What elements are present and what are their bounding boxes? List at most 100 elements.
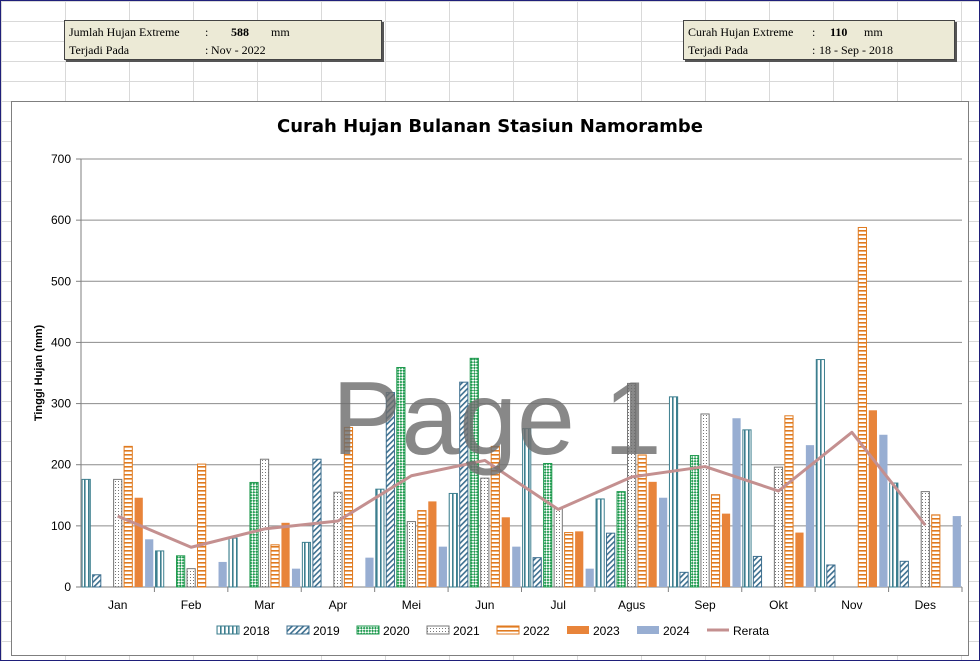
- x-tick-label: Jun: [475, 598, 494, 612]
- bar: [438, 546, 447, 587]
- legend-label: 2023: [593, 624, 620, 638]
- bar: [428, 501, 437, 587]
- bar: [637, 454, 647, 588]
- chart-title: Curah Hujan Bulanan Stasiun Namorambe: [277, 116, 703, 137]
- bar: [879, 434, 888, 587]
- bar: [595, 498, 605, 588]
- occurred-date: 18 - Sep - 2018: [819, 43, 893, 57]
- bar: [805, 445, 815, 587]
- bar: [931, 514, 941, 588]
- bar: [480, 477, 490, 588]
- extreme-total-label: Jumlah Hujan Extreme: [69, 25, 180, 39]
- y-tick-label: 0: [64, 580, 71, 594]
- legend-swatch: [286, 625, 310, 635]
- y-tick-label: 400: [51, 335, 71, 349]
- separator: :: [812, 25, 816, 39]
- extreme-daily-value: 110: [830, 25, 848, 39]
- bar: [197, 463, 207, 588]
- extreme-daily-unit: mm: [864, 25, 883, 39]
- bar: [459, 381, 469, 588]
- legend-label: 2021: [453, 624, 480, 638]
- legend-swatch: [567, 626, 589, 634]
- x-tick-label: Nov: [841, 598, 862, 612]
- bar: [700, 413, 710, 588]
- bar: [113, 478, 123, 588]
- y-tick-label: 100: [51, 519, 71, 533]
- legend-label: Rerata: [733, 624, 769, 638]
- separator: :: [812, 43, 816, 57]
- bar: [627, 382, 637, 588]
- bar: [795, 532, 804, 587]
- bar: [333, 491, 343, 588]
- bar: [553, 508, 563, 588]
- legend-swatch: [637, 626, 659, 634]
- bar: [343, 426, 354, 588]
- bar: [81, 478, 91, 588]
- legend-swatch: [496, 625, 520, 635]
- bar: [585, 568, 594, 587]
- extreme-total-unit: mm: [271, 25, 290, 39]
- bar: [952, 516, 961, 587]
- legend-swatch: [426, 625, 450, 635]
- legend-label: 2022: [523, 624, 550, 638]
- bar: [679, 571, 689, 588]
- separator: :: [205, 43, 209, 57]
- x-tick-label: Jul: [551, 598, 566, 612]
- bar: [616, 491, 626, 588]
- x-tick-label: Okt: [769, 598, 788, 612]
- bar: [543, 462, 553, 588]
- extreme-daily-info-box: Curah Hujan Extreme : 110 mm Terjadi Pad…: [683, 20, 955, 60]
- x-tick-label: Feb: [181, 598, 202, 612]
- gridlines: [81, 158, 962, 588]
- bar: [281, 522, 290, 587]
- extreme-rain-info-box: Jumlah Hujan Extreme : 588 mm Terjadi Pa…: [64, 20, 382, 60]
- bar: [742, 429, 752, 588]
- x-tick-label: Des: [915, 598, 936, 612]
- bar: [396, 366, 406, 588]
- occurred-date: Nov - 2022: [211, 43, 266, 57]
- bar: [291, 568, 301, 587]
- x-tick-label: Agus: [618, 598, 645, 612]
- y-tick-label: 700: [51, 152, 71, 166]
- x-tick-label: Mei: [402, 598, 421, 612]
- legend-swatch: [216, 625, 240, 635]
- bar: [270, 544, 280, 588]
- x-tick-label: Jan: [108, 598, 127, 612]
- bar: [689, 455, 700, 588]
- bar: [522, 428, 532, 588]
- bar: [920, 491, 930, 588]
- bar: [868, 410, 877, 587]
- bar: [752, 555, 763, 588]
- occurred-label: Terjadi Pada: [69, 43, 130, 57]
- legend-label: 2018: [243, 624, 270, 638]
- bar: [406, 521, 416, 588]
- bar: [732, 418, 741, 587]
- bar: [575, 531, 584, 587]
- bar: [899, 560, 909, 588]
- bar: [186, 568, 196, 588]
- bar: [155, 550, 165, 588]
- y-tick-label: 300: [51, 397, 71, 411]
- bar: [417, 510, 427, 588]
- bar: [218, 561, 227, 587]
- bar: [448, 492, 458, 588]
- bar: [773, 466, 784, 588]
- bar: [301, 541, 312, 588]
- bar: [564, 532, 574, 588]
- legend-label: 2020: [383, 624, 410, 638]
- bar: [501, 517, 510, 587]
- y-axis-label: Tinggi Hujan (mm): [33, 324, 45, 421]
- bar: [668, 396, 679, 588]
- bar: [659, 497, 668, 587]
- legend-swatch: [356, 625, 380, 635]
- bar: [648, 481, 657, 587]
- bar: [784, 415, 794, 588]
- x-tick-label: Sep: [694, 598, 716, 612]
- chart-area[interactable]: Curah Hujan Bulanan Stasiun Namorambe: [11, 101, 969, 656]
- y-tick-label: 200: [51, 458, 71, 472]
- bar: [606, 532, 616, 588]
- bar: [228, 537, 238, 588]
- bars: [81, 226, 961, 588]
- bar: [532, 557, 542, 588]
- legend-label: 2019: [313, 624, 340, 638]
